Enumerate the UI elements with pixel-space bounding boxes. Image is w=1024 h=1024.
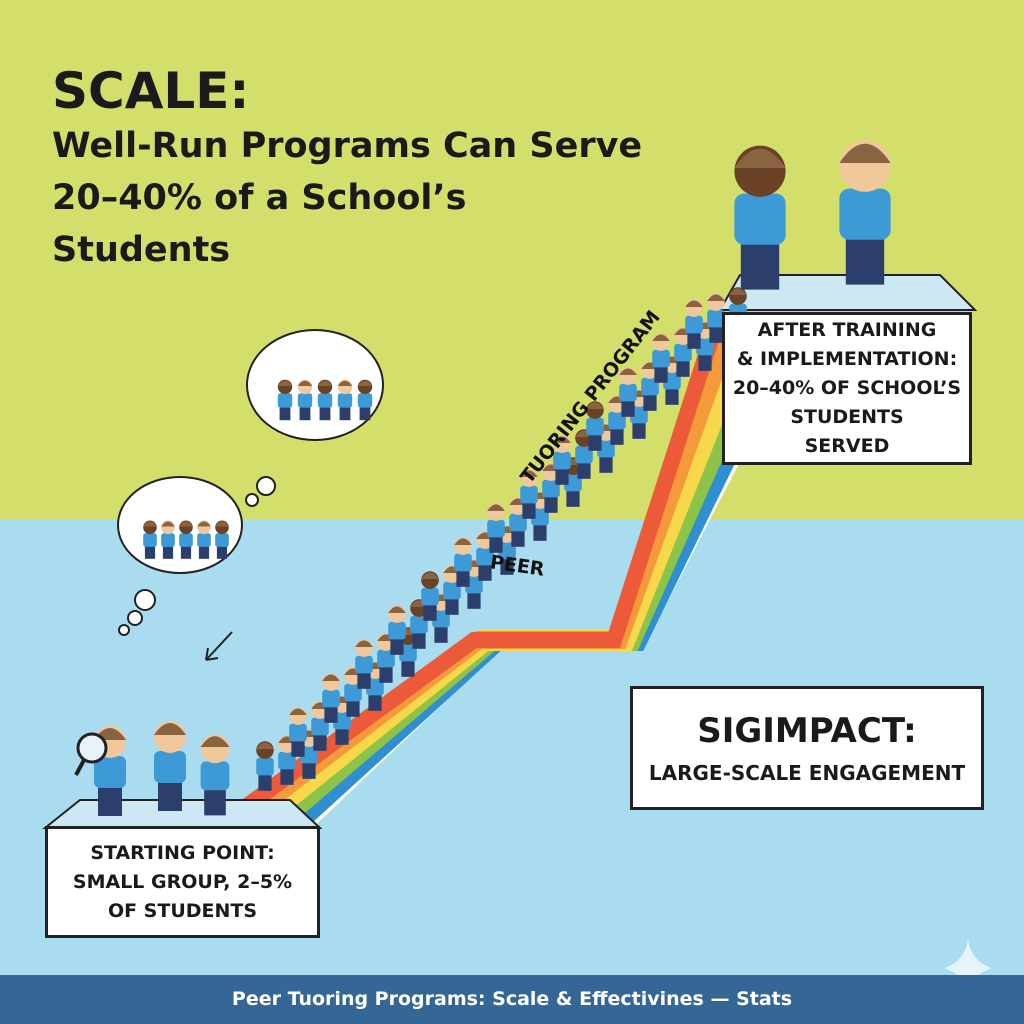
student-figure-icon	[154, 721, 186, 811]
after-line: & IMPLEMENTATION:	[736, 348, 958, 370]
student-crowd	[74, 140, 891, 816]
page-title: SCALE:	[52, 62, 250, 120]
student-figure-icon	[200, 734, 230, 816]
student-figure-icon	[707, 293, 725, 343]
sparkle-icon	[944, 940, 992, 995]
student-figure-icon	[421, 571, 439, 621]
impact-box: SIGIMPACT: LARGE-SCALE ENGAGEMENT	[630, 686, 984, 810]
start-line: STARTING POINT:	[90, 841, 275, 864]
starting-point-box: STARTING POINT: SMALL GROUP, 2–5% OF STU…	[45, 826, 320, 938]
page-subtitle: Well-Run Programs Can Serve 20–40% of a …	[52, 126, 643, 270]
start-line: SMALL GROUP, 2–5%	[72, 870, 293, 893]
student-figure-icon	[454, 537, 472, 587]
student-figure-icon	[685, 299, 703, 349]
student-figure-icon	[256, 741, 274, 791]
student-figure-icon	[553, 435, 571, 485]
student-figure-icon	[322, 673, 340, 723]
student-figure-icon	[289, 707, 307, 757]
student-figure-icon	[143, 520, 157, 559]
student-figure-icon	[652, 333, 670, 383]
student-figure-icon	[619, 367, 637, 417]
student-figure-icon	[388, 605, 406, 655]
impact-heading: SIGIMPACT:	[697, 711, 917, 751]
student-figure-icon	[277, 379, 293, 421]
student-figure-icon	[215, 520, 229, 559]
student-figure-icon	[337, 379, 353, 421]
after-line: 20–40% OF SCHOOL’S	[732, 377, 962, 399]
student-figure-icon	[197, 520, 211, 559]
thought-cloud-icon	[117, 329, 384, 636]
arrow-icon	[205, 631, 233, 661]
student-figure-icon	[586, 401, 604, 451]
after-training-box: AFTER TRAINING & IMPLEMENTATION: 20–40% …	[722, 312, 972, 465]
student-figure-icon	[355, 639, 373, 689]
footer-banner: Peer Tuoring Programs: Scale & Effectivi…	[0, 975, 1024, 1024]
student-figure-icon	[179, 520, 193, 559]
impact-text: LARGE-SCALE ENGAGEMENT	[648, 761, 966, 785]
student-figure-icon	[839, 140, 891, 285]
student-figure-icon	[734, 145, 786, 290]
after-line: AFTER TRAINING	[757, 319, 937, 341]
student-figure-icon	[317, 379, 333, 421]
student-figure-icon	[297, 379, 313, 421]
start-platform	[42, 799, 323, 829]
start-line: OF STUDENTS	[107, 899, 258, 922]
student-figure-icon	[161, 520, 175, 559]
student-figure-icon	[357, 379, 373, 421]
magnifier-icon	[74, 732, 108, 776]
after-line: SERVED	[804, 435, 890, 457]
after-line: STUDENTS	[790, 406, 904, 428]
student-figure-icon	[487, 503, 505, 553]
student-figure-icon	[520, 469, 538, 519]
